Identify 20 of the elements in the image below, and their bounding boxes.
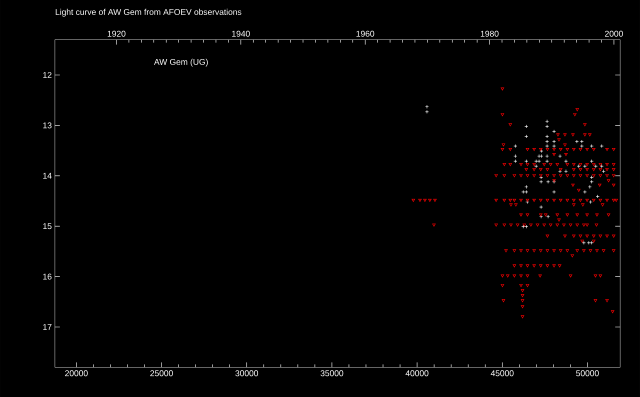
x2-tick-label: 1940 xyxy=(232,30,250,37)
y-tick-label: 13 xyxy=(43,122,52,128)
y-tick-label: 14 xyxy=(43,172,52,179)
x-tick-label: 50000 xyxy=(576,370,599,376)
x-tick-label: 20000 xyxy=(65,370,88,376)
x2-tick-label: 1960 xyxy=(356,30,374,37)
x-tick-label: 30000 xyxy=(235,370,258,376)
x2-tick-label: 1980 xyxy=(480,30,499,37)
y-tick-label: 17 xyxy=(43,324,52,330)
y-tick-label: 15 xyxy=(43,223,52,230)
x-tick-label: 40000 xyxy=(406,370,428,376)
y-tick-label: 16 xyxy=(43,274,52,280)
annotation: AW Gem (UG) xyxy=(154,58,208,67)
x-tick-label: 45000 xyxy=(490,370,514,376)
x-tick-label: 25000 xyxy=(150,370,173,376)
x-tick-label: 35000 xyxy=(320,370,344,376)
x2-tick-label: 1920 xyxy=(108,30,126,37)
y-tick-label: 12 xyxy=(43,72,52,78)
chart-title: Light curve of AW Gem from AFOEV observations xyxy=(56,8,242,17)
x2-tick-label: 2000 xyxy=(605,30,623,37)
